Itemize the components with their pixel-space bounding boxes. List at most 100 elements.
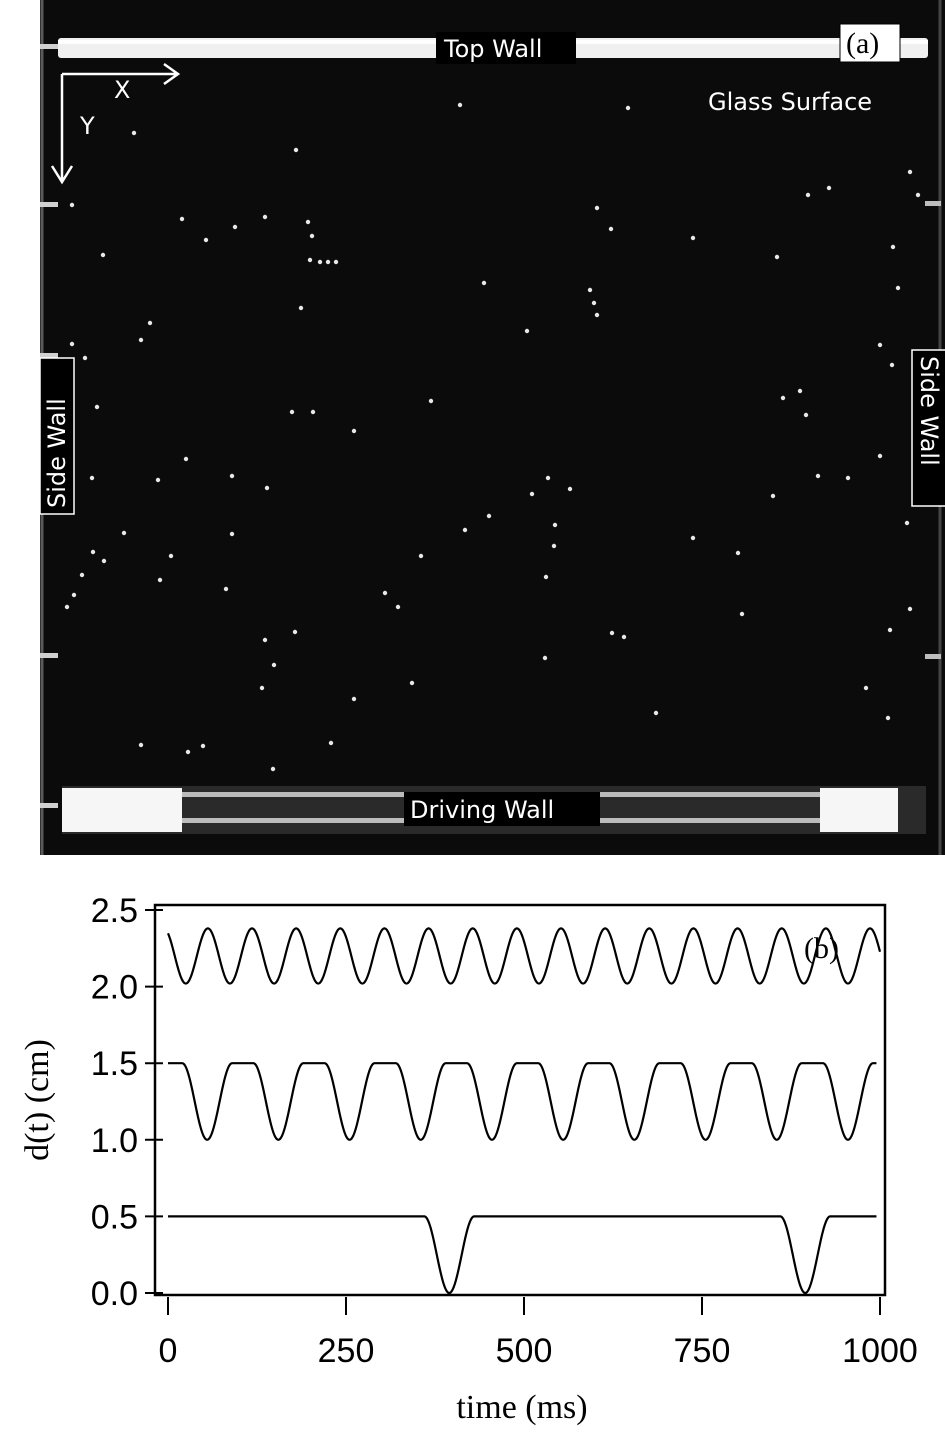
particle: [462, 527, 468, 533]
particle: [625, 105, 631, 111]
panel-b-chart: 0.0 0.5 1.0 1.5 2.0 2.5 0 250 500 750 1000 d(t) (…: [19, 892, 918, 1426]
particle: [826, 185, 832, 191]
particle: [131, 130, 137, 136]
particle: [735, 550, 741, 556]
particle: [298, 305, 304, 311]
particle: [200, 743, 206, 749]
particle: [89, 475, 95, 481]
particle: [895, 285, 901, 291]
particle: [305, 219, 311, 225]
particle: [803, 412, 809, 418]
panel-a-tag: (a): [846, 27, 879, 60]
particle: [232, 224, 238, 230]
particle: [155, 477, 161, 483]
particle: [309, 233, 315, 239]
particle: [409, 680, 415, 686]
particle: [545, 475, 551, 481]
particle: [229, 473, 235, 479]
particle: [845, 475, 851, 481]
particle: [333, 259, 339, 265]
particle: [552, 522, 558, 528]
y-tick-label: 0.5: [91, 1198, 138, 1236]
particle: [907, 606, 913, 612]
particle: [690, 235, 696, 241]
panel-a-photo: X Y Top Wall Driving Wall Glass Surface …: [39, 0, 945, 855]
particle: [877, 453, 883, 459]
y-ticks: 0.0 0.5 1.0 1.5 2.0 2.5: [91, 892, 163, 1313]
x-tick-label: 250: [318, 1332, 375, 1370]
particle: [653, 710, 659, 716]
particle: [774, 254, 780, 260]
particle: [325, 259, 331, 265]
particle: [121, 530, 127, 536]
particle: [797, 388, 803, 394]
y-tick-label: 2.5: [91, 892, 138, 930]
particle: [82, 355, 88, 361]
particle: [907, 169, 913, 175]
particle: [382, 590, 388, 596]
particle: [621, 634, 627, 640]
particle: [185, 749, 191, 755]
particle: [138, 337, 144, 343]
particle: [457, 102, 463, 108]
particle: [292, 629, 298, 635]
particle: [71, 592, 77, 598]
y-tick-label: 1.0: [91, 1122, 138, 1160]
particle: [264, 485, 270, 491]
right-side-wall-label: Side Wall: [915, 356, 943, 466]
particle: [79, 572, 85, 578]
particle: [289, 409, 295, 415]
particle: [69, 202, 75, 208]
particle: [270, 766, 276, 772]
particle: [863, 685, 869, 691]
x-ticks: 0 250 500 750 1000: [159, 1297, 918, 1370]
left-side-wall-label: Side Wall: [43, 398, 71, 508]
particle: [887, 627, 893, 633]
particle: [259, 685, 265, 691]
particle: [100, 252, 106, 258]
particle: [815, 473, 821, 479]
particle: [608, 226, 614, 232]
particle: [739, 611, 745, 617]
particle: [529, 491, 535, 497]
particle: [183, 456, 189, 462]
particle: [351, 428, 357, 434]
particle: [293, 147, 299, 153]
particle: [262, 214, 268, 220]
particle: [271, 662, 277, 668]
particle: [351, 696, 357, 702]
particle: [591, 300, 597, 306]
series-line-1: [166, 927, 882, 985]
y-tick-label: 1.5: [91, 1045, 138, 1083]
y-tick-label: 0.0: [91, 1275, 138, 1313]
particle: [179, 216, 185, 222]
x-tick-label: 1000: [842, 1332, 918, 1370]
particle: [690, 535, 696, 541]
driving-wall-label: Driving Wall: [410, 796, 554, 824]
axis-x-label: X: [114, 76, 130, 104]
particle: [101, 558, 107, 564]
particle: [310, 409, 316, 415]
particle: [418, 553, 424, 559]
particle: [69, 341, 75, 347]
particle: [594, 312, 600, 318]
particle: [609, 630, 615, 636]
particle: [543, 574, 549, 580]
photo-background: [40, 0, 945, 855]
particle: [587, 287, 593, 293]
particle: [904, 520, 910, 526]
x-axis-arrow: [62, 62, 181, 86]
y-axis-title: d(t) (cm): [19, 1039, 56, 1161]
series-line-2: [168, 1062, 877, 1141]
particles: [64, 102, 921, 772]
series-line-3: [168, 1215, 877, 1295]
x-axis-title: time (ms): [456, 1389, 587, 1426]
particle: [885, 715, 891, 721]
particle: [877, 342, 883, 348]
particle: [890, 244, 896, 250]
particle: [594, 205, 600, 211]
panel-b-tag: (b): [804, 932, 839, 965]
x-tick-label: 750: [674, 1332, 731, 1370]
particle: [229, 531, 235, 537]
